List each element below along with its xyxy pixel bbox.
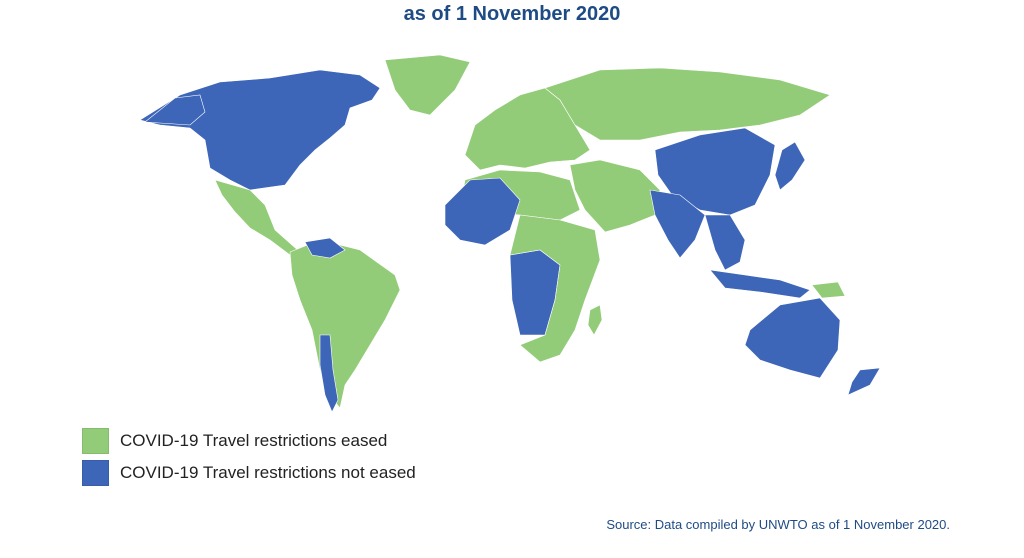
region-papua-new-guinea xyxy=(811,281,846,299)
region-south-america xyxy=(289,239,401,409)
legend-label-eased: COVID-19 Travel restrictions eased xyxy=(120,431,388,450)
region-japan xyxy=(774,141,806,191)
legend-swatch-not-eased xyxy=(82,460,109,486)
region-canada-usa xyxy=(139,69,381,191)
region-india xyxy=(649,189,706,259)
region-chile-argentina-south xyxy=(319,334,339,413)
region-alaska xyxy=(144,94,206,126)
region-middle-east xyxy=(569,159,661,233)
region-russia xyxy=(544,67,831,141)
legend: COVID-19 Travel restrictions eased COVID… xyxy=(82,428,502,492)
world-map xyxy=(60,40,960,430)
region-australia xyxy=(744,297,841,379)
region-west-africa xyxy=(444,177,521,246)
region-indonesia xyxy=(709,269,811,299)
region-venezuela xyxy=(304,237,346,259)
region-east-southern-africa xyxy=(509,214,601,363)
region-southeast-asia xyxy=(704,214,746,271)
map-title: as of 1 November 2020 xyxy=(403,3,621,25)
region-china xyxy=(654,127,776,216)
legend-label-not-eased: COVID-19 Travel restrictions not eased xyxy=(120,463,416,482)
region-europe xyxy=(464,87,591,171)
region-new-zealand xyxy=(847,367,881,396)
region-mexico-central-america xyxy=(214,179,301,256)
source-note: Source: Data compiled by UNWTO as of 1 N… xyxy=(606,517,950,532)
legend-item-eased: COVID-19 Travel restrictions eased xyxy=(82,428,502,454)
region-greenland xyxy=(384,54,471,116)
legend-swatch-eased xyxy=(82,428,109,454)
world-map-svg xyxy=(139,54,881,413)
legend-item-not-eased: COVID-19 Travel restrictions not eased xyxy=(82,460,502,486)
region-madagascar xyxy=(587,304,603,336)
